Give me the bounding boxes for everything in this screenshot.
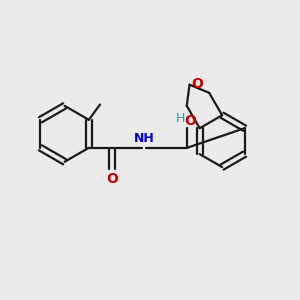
Text: O: O xyxy=(184,114,196,128)
Text: O: O xyxy=(106,172,118,186)
Text: O: O xyxy=(191,77,203,91)
Text: NH: NH xyxy=(134,132,154,145)
Text: H: H xyxy=(176,112,185,125)
